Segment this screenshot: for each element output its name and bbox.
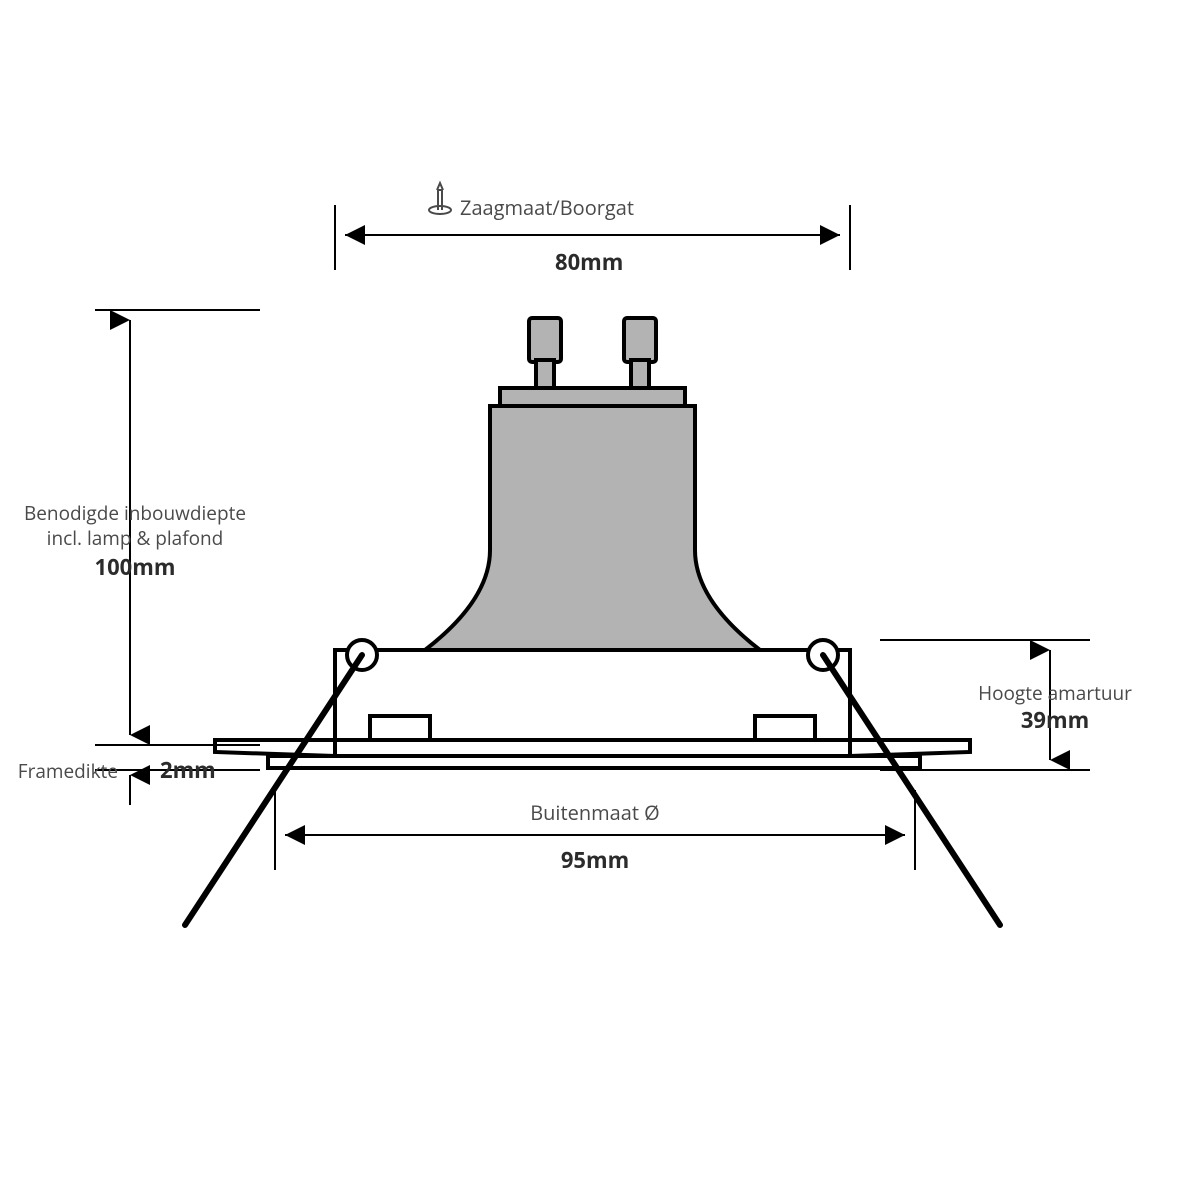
left-value: 100mm bbox=[95, 552, 176, 582]
bottom-label: Buitenmaat Ø bbox=[530, 799, 659, 826]
bottom-value: 95mm bbox=[561, 845, 629, 875]
right-label: Hoogte amartuur bbox=[978, 680, 1132, 706]
bulb bbox=[425, 318, 760, 660]
top-label: Zaagmaat/Boorgat bbox=[460, 194, 634, 221]
frame-label: Framedikte bbox=[18, 758, 118, 784]
dim-left: Benodigde inbouwdiepte incl. lamp & plaf… bbox=[24, 310, 260, 745]
technical-diagram: Zaagmaat/Boorgat 80mm Benodigde inbouwdi… bbox=[0, 0, 1200, 1200]
left-label-1: Benodigde inbouwdiepte bbox=[24, 500, 246, 526]
dim-bottom: Buitenmaat Ø 95mm bbox=[275, 790, 915, 875]
left-label-2: incl. lamp & plafond bbox=[47, 525, 224, 551]
drill-icon bbox=[429, 183, 451, 214]
right-value: 39mm bbox=[1021, 705, 1089, 735]
top-value: 80mm bbox=[555, 247, 623, 277]
dim-frame: Framedikte 2mm bbox=[18, 755, 260, 805]
dim-top: Zaagmaat/Boorgat 80mm bbox=[335, 183, 850, 277]
frame-value: 2mm bbox=[160, 755, 216, 785]
